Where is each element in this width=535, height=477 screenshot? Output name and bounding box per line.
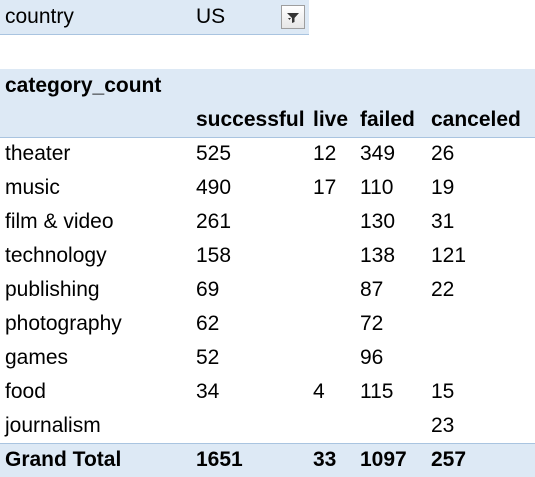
cell-successful[interactable]: 490 [196, 176, 232, 199]
cell-successful[interactable]: 158 [196, 244, 232, 267]
cell-failed[interactable] [355, 409, 426, 443]
table-row: food 34 4 115 15 [0, 375, 535, 409]
cell-successful[interactable]: 261 [196, 210, 232, 233]
filter-selected-value[interactable]: US [196, 5, 226, 28]
row-label[interactable]: music [5, 176, 60, 199]
cell-live[interactable] [308, 307, 355, 341]
grand-total-row: Grand Total 1651 33 1097 257 [0, 442, 535, 477]
cell-successful[interactable]: 34 [196, 380, 220, 403]
cell-failed[interactable]: 110 [360, 176, 394, 199]
cell-live[interactable] [308, 239, 355, 273]
total-failed[interactable]: 1097 [355, 442, 426, 477]
cell-live[interactable]: 4 [313, 380, 325, 403]
cell-failed[interactable]: 349 [360, 142, 396, 166]
cell-live[interactable] [308, 409, 355, 443]
pivot-title-row: category_count [0, 69, 535, 103]
row-label[interactable]: theater [5, 142, 71, 166]
row-label[interactable]: food [5, 380, 46, 403]
pivot-values-title[interactable]: category_count [0, 69, 191, 103]
cell-live[interactable]: 12 [313, 142, 337, 166]
filter-field-label: country [5, 5, 74, 28]
cell-canceled[interactable]: 23 [431, 413, 455, 437]
cell-successful[interactable]: 62 [196, 312, 220, 335]
column-header-live[interactable]: live [308, 103, 355, 138]
filter-funnel-icon [287, 13, 299, 23]
cell-failed[interactable]: 138 [360, 244, 396, 267]
row-label[interactable]: journalism [5, 413, 101, 437]
total-canceled[interactable]: 257 [426, 442, 535, 477]
row-label[interactable]: games [5, 346, 69, 369]
cell-successful[interactable]: 525 [196, 142, 232, 166]
table-row: technology 158 138 121 [0, 239, 535, 273]
grand-total-label[interactable]: Grand Total [0, 442, 191, 477]
table-row: film & video 261 130 31 [0, 205, 535, 239]
cell-live[interactable] [308, 341, 355, 375]
report-filter-row: country US [0, 0, 309, 35]
cell-canceled[interactable]: 121 [431, 244, 467, 267]
column-header-failed[interactable]: failed [355, 103, 426, 138]
cell-canceled[interactable]: 19 [431, 176, 455, 199]
table-row: theater 525 12 349 26 [0, 137, 535, 171]
table-row: journalism 23 [0, 409, 535, 443]
cell-live[interactable]: 17 [313, 176, 337, 199]
cell-failed[interactable]: 96 [360, 346, 384, 369]
cell-successful[interactable]: 69 [196, 278, 220, 301]
pivot-column-header-row: successful live failed canceled [0, 103, 535, 138]
cell-failed[interactable]: 115 [360, 380, 394, 403]
row-label[interactable]: photography [5, 312, 122, 335]
cell-canceled[interactable] [426, 341, 535, 375]
cell-failed[interactable]: 72 [360, 312, 384, 335]
cell-successful[interactable]: 52 [196, 346, 220, 369]
cell-live[interactable] [308, 205, 355, 239]
row-label[interactable]: technology [5, 244, 107, 267]
table-row: photography 62 72 [0, 307, 535, 341]
table-row: publishing 69 87 22 [0, 273, 535, 307]
cell-live[interactable] [308, 273, 355, 307]
column-header-canceled[interactable]: canceled [426, 103, 535, 138]
cell-failed[interactable]: 87 [360, 278, 384, 301]
row-label[interactable]: publishing [5, 278, 100, 301]
cell-canceled[interactable] [426, 307, 535, 341]
table-row: games 52 96 [0, 341, 535, 375]
cell-canceled[interactable]: 26 [431, 142, 455, 166]
column-header-successful[interactable]: successful [191, 103, 308, 138]
total-successful[interactable]: 1651 [191, 442, 308, 477]
cell-canceled[interactable]: 31 [431, 210, 455, 233]
cell-canceled[interactable]: 15 [431, 380, 455, 403]
filter-dropdown-button[interactable] [281, 5, 305, 29]
cell-failed[interactable]: 130 [360, 210, 396, 233]
cell-canceled[interactable]: 22 [431, 278, 455, 301]
row-label[interactable]: film & video [5, 210, 114, 233]
table-row: music 490 17 110 19 [0, 171, 535, 205]
total-live[interactable]: 33 [308, 442, 355, 477]
pivot-table: category_count successful live failed ca… [0, 69, 535, 477]
cell-successful[interactable] [191, 409, 308, 443]
